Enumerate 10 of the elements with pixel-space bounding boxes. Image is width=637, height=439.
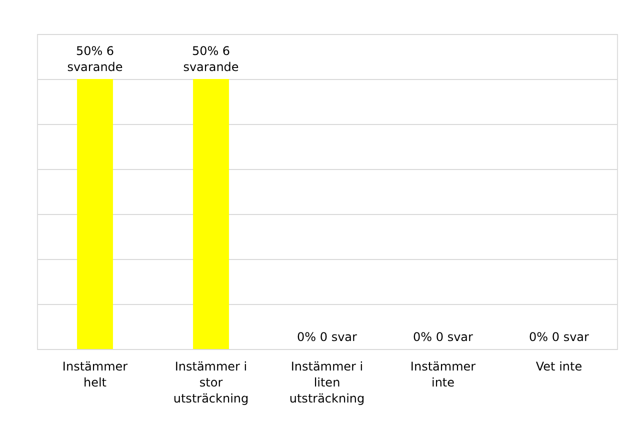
x-tick-label: Instämmer inte [410, 360, 476, 390]
data-label: 0% 0 svar [529, 330, 590, 344]
x-tick-label: Instämmer helt [62, 360, 128, 390]
x-tick-label: Instämmer i liten utsträckning [289, 360, 365, 406]
data-label: 0% 0 svar [297, 330, 358, 344]
x-tick-label: Vet inte [536, 360, 582, 374]
x-tick-label: Instämmer i stor utsträckning [173, 360, 249, 406]
data-label: 50% 6 svarande [67, 44, 123, 74]
data-label: 0% 0 svar [413, 330, 474, 344]
data-label: 50% 6 svarande [183, 44, 239, 74]
